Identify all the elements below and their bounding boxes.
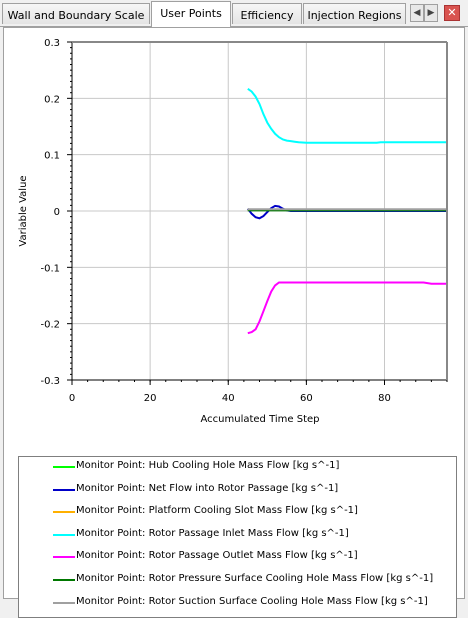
y-tick-label: 0.1 (44, 151, 60, 162)
legend-label: Monitor Point: Rotor Passage Inlet Mass … (76, 527, 349, 539)
legend-label: Monitor Point: Rotor Passage Outlet Mass… (76, 550, 358, 562)
legend-swatch (53, 466, 75, 468)
legend-item: Monitor Point: Rotor Pressure Surface Co… (19, 571, 456, 589)
line-chart: -0.3 -0.2 -0.1 0 0.1 0.2 0.3 0 20 40 60 80 Accumula… (18, 38, 448, 425)
legend-swatch (53, 488, 75, 491)
tab-label: Injection Regions (307, 9, 402, 22)
tab-efficiency[interactable]: Efficiency (232, 3, 302, 24)
x-tick-label: 60 (300, 393, 313, 404)
y-tick-label: -0.3 (40, 376, 60, 387)
tab-wall-and-boundary-scale[interactable]: Wall and Boundary Scale (2, 3, 150, 24)
legend-item: Monitor Point: Rotor Passage Outlet Mass… (19, 548, 456, 566)
legend-label: Monitor Point: Platform Cooling Slot Mas… (76, 505, 358, 517)
legend-label: Monitor Point: Net Flow into Rotor Passa… (76, 482, 339, 494)
tab-bar: Wall and Boundary Scale User Points Effi… (0, 0, 468, 27)
tab-user-points[interactable]: User Points (151, 1, 231, 27)
y-tick-label: 0.2 (44, 94, 60, 105)
y-tick-label: -0.1 (40, 263, 60, 274)
chart-panel: -0.3 -0.2 -0.1 0 0.1 0.2 0.3 0 20 40 60 80 Accumula… (3, 27, 465, 618)
y-tick-label: -0.2 (40, 320, 60, 331)
legend-swatch (53, 579, 75, 581)
tab-injection-regions[interactable]: Injection Regions (303, 3, 406, 24)
series-line-4 (247, 87, 447, 144)
legend-swatch (53, 511, 75, 514)
tab-label: User Points (160, 7, 222, 20)
y-tick-label: 0 (54, 207, 60, 218)
legend-label: Monitor Point: Hub Cooling Hole Mass Flo… (76, 460, 340, 471)
triangle-right-icon: ▶ (427, 8, 435, 18)
x-axis-label: Accumulated Time Step (200, 414, 319, 425)
legend-item: Monitor Point: Rotor Suction Surface Coo… (19, 594, 456, 612)
axis-ticks: -0.3 -0.2 -0.1 0 0.1 0.2 0.3 0 20 40 60 80 (40, 38, 448, 404)
legend-label: Monitor Point: Rotor Pressure Surface Co… (76, 573, 434, 584)
legend-item: Monitor Point: Hub Cooling Hole Mass Flo… (19, 458, 456, 476)
legend-item: Monitor Point: Rotor Passage Inlet Mass … (19, 526, 456, 544)
close-icon: ✕ (447, 6, 457, 19)
y-axis-label: Variable Value (18, 175, 29, 246)
axes (71, 41, 448, 381)
x-tick-label: 40 (222, 393, 235, 404)
y-tick-label: 0.3 (44, 38, 60, 49)
series-line-5 (247, 281, 447, 335)
legend-label: Monitor Point: Rotor Suction Surface Coo… (76, 595, 428, 607)
triangle-left-icon: ◀ (413, 8, 421, 18)
chart-legend: Monitor Point: Hub Cooling Hole Mass Flo… (18, 456, 457, 618)
series-lines (247, 87, 447, 335)
close-button[interactable]: ✕ (444, 5, 460, 21)
legend-item: Monitor Point: Net Flow into Rotor Passa… (19, 481, 456, 499)
x-tick-label: 20 (144, 393, 157, 404)
x-tick-label: 0 (69, 393, 75, 404)
legend-swatch (53, 533, 75, 536)
legend-item: Monitor Point: Platform Cooling Slot Mas… (19, 503, 456, 521)
tab-scroll-right-button[interactable]: ▶ (424, 4, 438, 22)
legend-swatch (53, 556, 75, 559)
tab-label: Wall and Boundary Scale (7, 9, 145, 22)
tab-scroll-left-button[interactable]: ◀ (410, 4, 424, 22)
x-tick-label: 80 (378, 393, 391, 404)
tab-label: Efficiency (240, 9, 294, 22)
